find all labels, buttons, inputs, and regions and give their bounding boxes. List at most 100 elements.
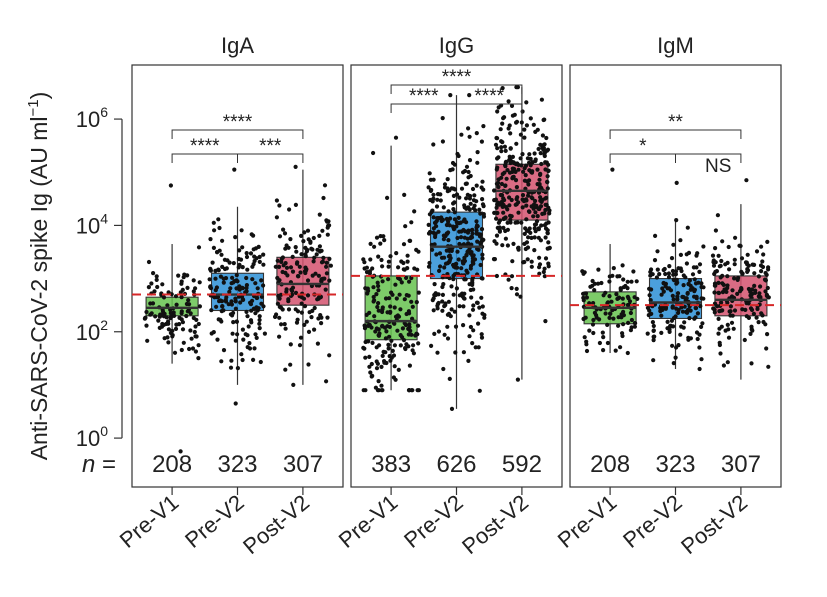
data-point	[499, 149, 504, 154]
data-point	[245, 333, 250, 338]
data-point	[540, 197, 545, 202]
data-point	[410, 348, 415, 353]
data-point	[416, 249, 421, 254]
data-point	[498, 201, 503, 206]
data-point	[461, 227, 466, 233]
data-point	[313, 271, 318, 276]
data-point	[294, 320, 300, 325]
data-point	[240, 265, 245, 270]
data-point	[376, 301, 381, 306]
data-point	[456, 153, 461, 159]
data-point	[525, 156, 531, 161]
data-point	[144, 309, 149, 315]
data-point	[273, 314, 278, 319]
data-point	[647, 293, 652, 298]
data-point	[498, 127, 503, 132]
data-point	[468, 324, 473, 330]
data-point	[401, 338, 407, 343]
data-point	[438, 264, 443, 269]
data-point	[524, 163, 529, 168]
data-point	[482, 315, 487, 320]
data-point	[588, 284, 593, 289]
data-point	[403, 224, 408, 229]
data-point	[215, 295, 220, 300]
data-point	[671, 315, 677, 321]
data-point	[628, 310, 634, 316]
data-point	[632, 324, 638, 329]
data-point	[480, 304, 485, 309]
data-point	[387, 324, 392, 329]
data-point	[212, 228, 217, 233]
data-point	[635, 296, 640, 301]
data-point	[392, 305, 397, 310]
data-point	[509, 274, 515, 279]
data-point	[410, 316, 415, 321]
data-point	[713, 228, 719, 233]
data-point	[414, 300, 419, 305]
data-point	[508, 146, 513, 151]
data-point	[526, 235, 531, 240]
data-point	[287, 207, 292, 212]
data-point	[479, 295, 484, 300]
data-point	[509, 103, 515, 108]
data-point	[396, 275, 401, 281]
data-point	[543, 160, 548, 165]
data-point	[686, 337, 691, 342]
data-point	[280, 255, 285, 260]
data-point	[426, 264, 432, 269]
data-point	[361, 345, 366, 350]
data-point	[442, 265, 447, 270]
data-point	[480, 237, 485, 242]
data-point	[538, 195, 543, 200]
data-point	[378, 241, 383, 246]
data-point	[620, 296, 625, 301]
data-point	[228, 365, 234, 370]
data-point	[649, 267, 654, 272]
data-point	[496, 177, 501, 182]
data-point	[716, 316, 721, 321]
data-point	[674, 306, 679, 311]
data-point	[514, 292, 520, 297]
data-point	[468, 287, 473, 293]
data-point	[653, 233, 658, 238]
data-point	[380, 353, 385, 358]
data-point	[290, 254, 295, 259]
data-point	[383, 296, 389, 301]
data-point	[510, 154, 515, 159]
data-point	[383, 350, 388, 355]
data-point	[503, 183, 508, 188]
data-point	[730, 288, 735, 293]
data-point	[149, 281, 154, 286]
data-point	[713, 260, 718, 265]
data-point	[380, 309, 385, 315]
data-point	[670, 305, 675, 310]
data-point	[410, 388, 415, 393]
data-point	[174, 302, 179, 307]
significance-label: ****	[409, 86, 439, 107]
panel-title: IgA	[221, 33, 254, 58]
data-point	[455, 265, 460, 270]
significance-bracket: ***	[237, 136, 304, 163]
data-point	[685, 291, 690, 296]
data-point	[590, 322, 596, 327]
data-point	[441, 237, 446, 242]
data-point	[521, 169, 526, 174]
y-tick-exponent: 2	[100, 317, 108, 333]
data-point	[160, 321, 165, 327]
data-point	[523, 197, 529, 202]
data-point	[543, 202, 548, 207]
data-point	[376, 379, 381, 384]
data-point	[447, 258, 452, 263]
data-point	[756, 320, 761, 325]
data-point	[261, 262, 266, 267]
data-point	[426, 231, 432, 236]
data-point	[284, 243, 289, 248]
data-point	[701, 244, 706, 249]
data-point	[669, 256, 675, 261]
data-point	[295, 260, 300, 265]
data-point	[257, 317, 262, 323]
data-point	[651, 338, 656, 343]
data-point	[471, 328, 476, 333]
data-point	[192, 329, 197, 335]
data-point	[651, 358, 656, 363]
